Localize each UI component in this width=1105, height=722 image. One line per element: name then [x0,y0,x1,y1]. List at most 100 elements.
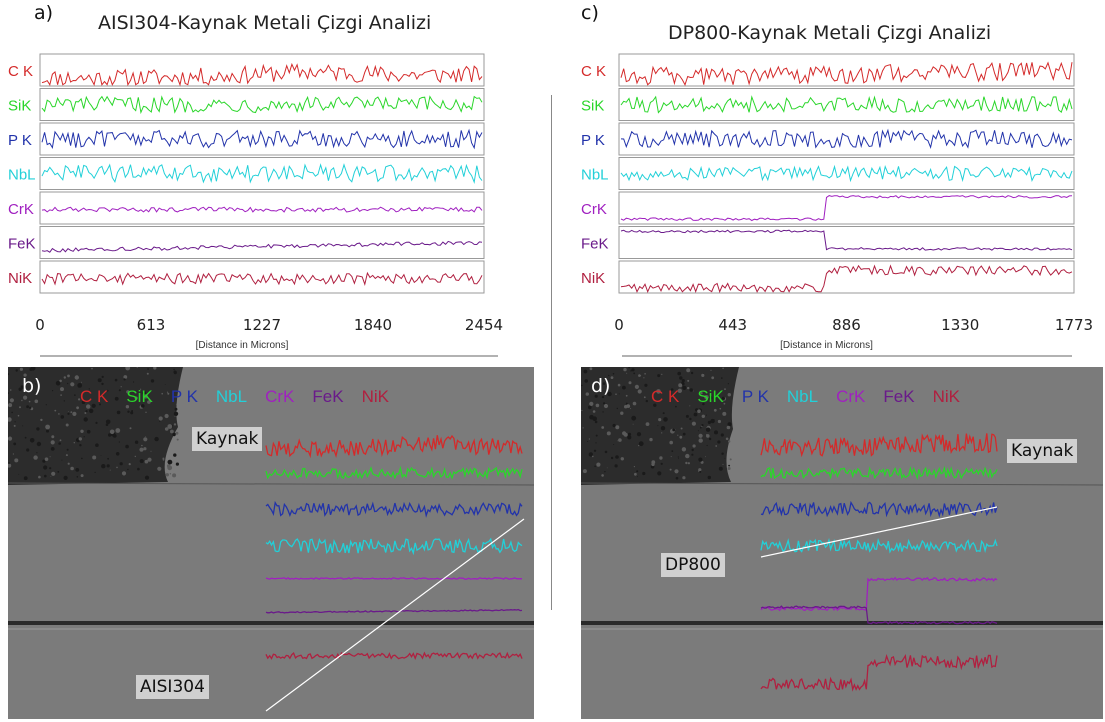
scan-line [265,518,525,712]
sem-texture-grain [70,466,74,471]
row-frame [618,88,1075,121]
sem-texture-grain [632,423,634,425]
sem-texture-grain [681,381,684,384]
sem-texture-grain [704,395,709,400]
sem-texture-grain [21,386,24,389]
sem-texture-grain [52,390,54,392]
sem-texture-grain [21,399,23,402]
sem-interface-line [8,482,534,486]
sem-texture-grain [698,433,703,438]
sem-texture-grain [581,384,583,387]
sem-texture-grain [669,468,672,471]
sem-texture-grain [682,385,687,390]
chart-c-title: DP800-Kaynak Metali Çizgi Analizi [668,22,992,44]
sem-texture-grain [73,442,76,444]
row-frame [39,122,485,156]
sem-texture-grain [19,406,21,409]
sem-texture-grain [26,405,29,409]
sem-texture-grain [165,473,169,477]
sem-texture-grain [119,462,123,466]
sem-texture-grain [12,453,14,455]
sem-texture-grain [35,378,36,380]
sem-texture-grain [669,440,673,445]
sem-texture-grain [616,407,618,410]
row-label-nbl: NbL [8,167,36,184]
sem-texture-grain [685,453,690,459]
sem-texture-grain [589,367,593,371]
sem-texture-grain [85,410,88,413]
sem-texture-grain [70,411,73,413]
sem-texture-grain [134,440,139,444]
sem-texture-grain [128,463,131,466]
sem-texture-grain [139,447,144,452]
x-tick-label: 1330 [941,316,979,334]
sem-texture-grain [118,441,120,443]
sem-texture-grain [74,375,80,380]
sem-texture-grain [708,437,712,441]
x-tick-label: 0 [35,316,45,334]
sem-texture-grain [112,434,117,438]
sem-dark-region [8,367,183,485]
series-line-ck [41,62,483,87]
sem-texture-grain [582,469,587,474]
sem-texture-grain [50,476,52,477]
sem-texture-grain [153,367,157,370]
sem-texture-grain [700,426,702,429]
sem-texture-grain [724,457,726,459]
sem-texture-grain [115,452,120,456]
sem-texture-grain [121,471,127,476]
sem-texture-grain [106,389,109,392]
sem-texture-grain [175,462,179,466]
sem-texture-grain [682,476,686,480]
legend-item-nbl: NbL [786,387,819,406]
sem-texture-grain [173,368,175,371]
sem-texture-grain [173,423,177,426]
overlay-profile-fek [265,608,523,614]
sem-texture-grain [728,440,731,443]
sem-texture-grain [677,456,679,458]
sem-texture-grain [686,368,691,373]
overlay-profile-crk [265,576,523,580]
sem-texture-grain [625,394,628,397]
sem-texture-grain [589,414,594,420]
sem-texture-grain [88,388,90,390]
sem-texture-grain [677,434,679,436]
sem-texture-grain [167,459,173,465]
sem-texture-grain [637,389,642,394]
sem-texture-grain [94,471,96,473]
chart-a-title: AISI304-Kaynak Metali Çizgi Analizi [98,12,432,34]
sem-texture-grain [78,398,81,401]
sem-texture-grain [657,374,661,378]
sem-texture-grain [144,475,150,480]
sem-texture-grain [681,447,687,452]
sem-texture-grain [634,384,639,389]
sem-texture-grain [86,429,91,434]
sem-texture-grain [595,403,600,408]
panel-d-letter: d) [591,375,611,397]
sem-texture-grain [60,415,65,419]
sem-texture-grain [700,392,703,395]
row-frame [618,122,1075,156]
sem-texture-grain [727,383,729,385]
sem-texture-grain [677,388,682,393]
sem-texture-grain [28,400,31,403]
sem-texture-grain [636,432,642,437]
sem-texture-grain [58,413,60,415]
sem-texture-grain [114,396,119,401]
sem-texture-grain [638,445,640,447]
legend-item-nik: NiK [932,387,960,406]
overlay-profile-nik [265,651,523,660]
sem-texture-grain [685,414,689,418]
sem-texture-grain [726,425,731,430]
overlay-profile-sik [760,465,998,481]
sem-texture-grain [618,393,620,395]
sem-texture-grain [644,373,646,375]
sem-texture-grain [125,444,129,449]
sem-texture-grain [633,466,635,468]
sem-texture-grain [610,456,614,460]
sem-texture-grain [645,422,650,426]
sem-texture-grain [701,424,704,427]
sem-texture-grain [679,376,683,380]
sem-texture-grain [708,395,713,400]
sem-texture-grain [631,415,637,421]
